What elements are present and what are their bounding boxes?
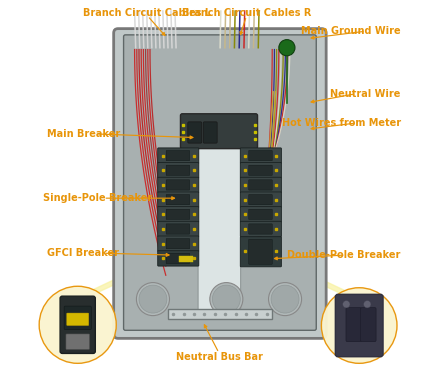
FancyBboxPatch shape xyxy=(249,239,272,264)
FancyBboxPatch shape xyxy=(188,122,202,143)
FancyBboxPatch shape xyxy=(64,306,91,330)
FancyBboxPatch shape xyxy=(124,35,316,330)
FancyBboxPatch shape xyxy=(158,163,199,178)
Circle shape xyxy=(268,283,302,316)
FancyBboxPatch shape xyxy=(158,236,199,251)
Circle shape xyxy=(364,301,371,308)
FancyBboxPatch shape xyxy=(114,29,326,338)
FancyBboxPatch shape xyxy=(240,148,281,163)
FancyBboxPatch shape xyxy=(240,177,281,193)
FancyBboxPatch shape xyxy=(67,313,89,326)
FancyBboxPatch shape xyxy=(166,224,190,234)
FancyBboxPatch shape xyxy=(249,165,272,175)
FancyBboxPatch shape xyxy=(158,177,199,193)
Text: GFCI Breaker: GFCI Breaker xyxy=(46,248,119,258)
FancyBboxPatch shape xyxy=(249,224,272,234)
FancyBboxPatch shape xyxy=(240,237,281,267)
Text: Branch Circuit Cables L: Branch Circuit Cables L xyxy=(83,8,212,18)
FancyBboxPatch shape xyxy=(249,180,272,190)
FancyBboxPatch shape xyxy=(240,207,281,222)
FancyBboxPatch shape xyxy=(249,209,272,219)
FancyBboxPatch shape xyxy=(166,253,190,264)
Circle shape xyxy=(321,288,397,363)
FancyBboxPatch shape xyxy=(158,251,199,266)
FancyBboxPatch shape xyxy=(240,163,281,178)
Circle shape xyxy=(139,285,167,313)
Text: Single-Pole Breaker: Single-Pole Breaker xyxy=(43,193,152,203)
Bar xyxy=(168,309,272,319)
FancyBboxPatch shape xyxy=(166,195,190,205)
FancyBboxPatch shape xyxy=(166,180,190,190)
Polygon shape xyxy=(83,259,159,299)
Text: Double-Pole Breaker: Double-Pole Breaker xyxy=(287,250,401,260)
FancyBboxPatch shape xyxy=(158,192,199,207)
FancyBboxPatch shape xyxy=(360,308,376,342)
FancyBboxPatch shape xyxy=(158,221,199,237)
FancyBboxPatch shape xyxy=(158,148,199,163)
Text: Branch Circuit Cables R: Branch Circuit Cables R xyxy=(182,8,311,18)
Circle shape xyxy=(136,283,170,316)
Circle shape xyxy=(279,40,295,56)
FancyBboxPatch shape xyxy=(166,150,190,161)
FancyBboxPatch shape xyxy=(249,195,272,205)
FancyBboxPatch shape xyxy=(180,114,258,149)
FancyBboxPatch shape xyxy=(249,150,272,161)
Circle shape xyxy=(39,286,116,363)
Text: Neutral Bus Bar: Neutral Bus Bar xyxy=(176,352,262,362)
Bar xyxy=(179,256,193,262)
Circle shape xyxy=(212,285,240,313)
Text: Main Ground Wire: Main Ground Wire xyxy=(301,26,401,36)
FancyBboxPatch shape xyxy=(60,296,95,353)
Circle shape xyxy=(210,283,243,316)
FancyBboxPatch shape xyxy=(166,209,190,219)
FancyBboxPatch shape xyxy=(240,221,281,237)
FancyBboxPatch shape xyxy=(198,134,240,315)
FancyBboxPatch shape xyxy=(158,207,199,222)
FancyBboxPatch shape xyxy=(346,308,361,342)
FancyBboxPatch shape xyxy=(66,334,89,349)
FancyBboxPatch shape xyxy=(336,294,383,357)
FancyBboxPatch shape xyxy=(166,165,190,175)
FancyBboxPatch shape xyxy=(203,122,217,143)
Text: Neutral Wire: Neutral Wire xyxy=(330,88,401,99)
Text: Main Breaker: Main Breaker xyxy=(46,129,120,139)
Text: Hot Wires from Meter: Hot Wires from Meter xyxy=(282,118,401,128)
Circle shape xyxy=(343,301,350,308)
FancyBboxPatch shape xyxy=(166,239,190,249)
Polygon shape xyxy=(278,259,353,299)
FancyBboxPatch shape xyxy=(240,192,281,207)
Circle shape xyxy=(271,285,299,313)
